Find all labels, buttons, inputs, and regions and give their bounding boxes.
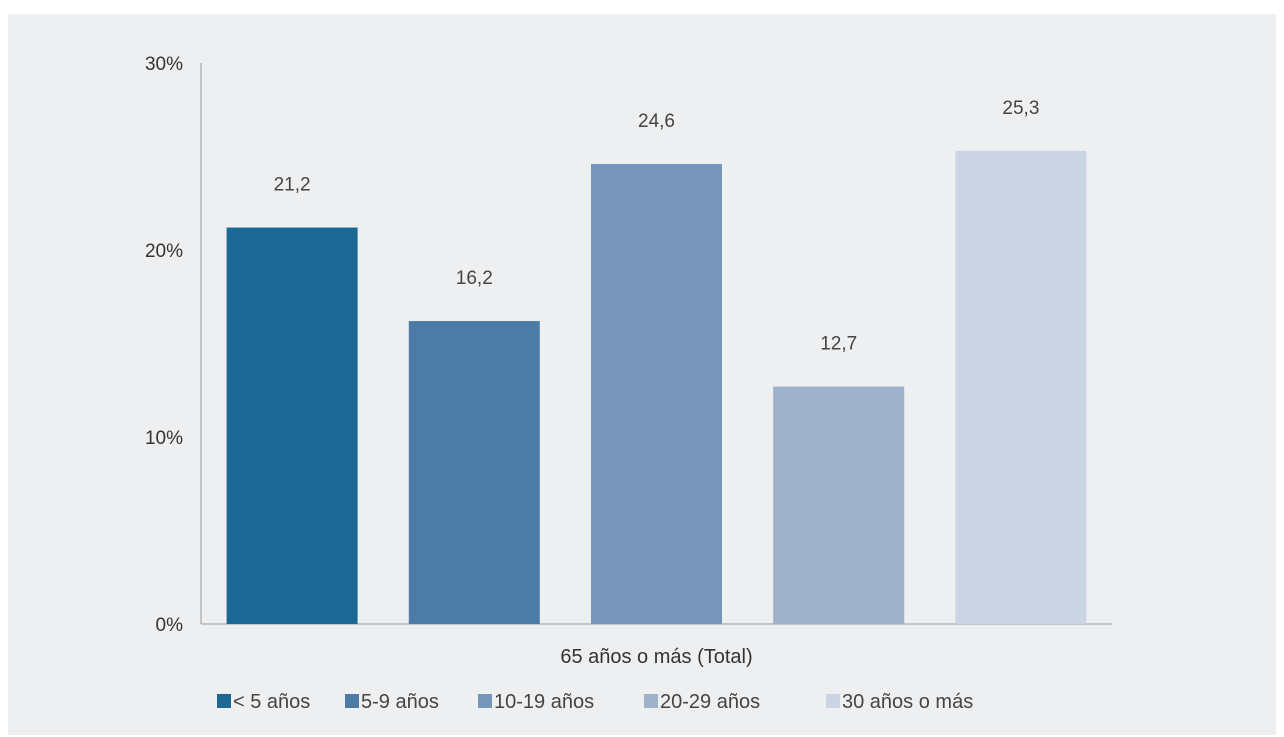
legend-label: 30 años o más	[842, 691, 973, 713]
data-label: 16,2	[456, 268, 493, 289]
legend-label: 10-19 años	[494, 691, 594, 713]
data-label: 24,6	[638, 111, 675, 132]
y-tick-label: 10%	[145, 428, 183, 449]
bars	[226, 150, 1087, 625]
legend-label: < 5 años	[233, 691, 310, 713]
legend-swatch	[345, 694, 359, 708]
bar	[955, 150, 1087, 624]
data-label: 21,2	[274, 175, 311, 196]
bar	[226, 227, 358, 624]
bar	[591, 163, 722, 625]
data-label: 12,7	[820, 334, 857, 355]
legend: < 5 años 5-9 años 10-19 años 20-29 años 30 a…	[217, 691, 973, 713]
y-tick-label: 0%	[156, 615, 184, 636]
y-axis-ticks: 0% 10% 20% 30%	[145, 54, 183, 636]
data-labels: 21,2 16,2 24,6 12,7 25,3	[274, 98, 1040, 355]
legend-label: 5-9 años	[361, 691, 439, 713]
y-tick-label: 30%	[145, 54, 183, 75]
bar	[773, 386, 905, 624]
legend-swatch	[826, 694, 840, 708]
x-category-label: 65 años o más (Total)	[560, 646, 752, 668]
legend-label: 20-29 años	[660, 691, 760, 713]
y-tick-label: 20%	[145, 241, 183, 262]
legend-swatch	[644, 694, 658, 708]
bar	[408, 321, 540, 624]
data-label: 25,3	[1002, 98, 1039, 119]
legend-swatch	[217, 694, 231, 708]
legend-swatch	[478, 694, 492, 708]
